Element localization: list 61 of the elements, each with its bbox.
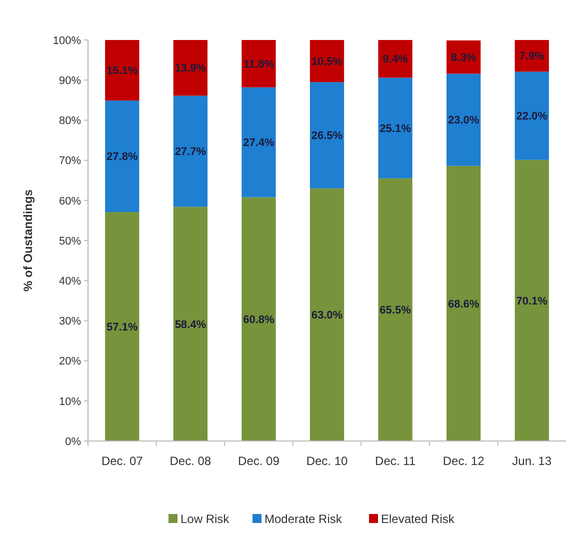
bar (378, 178, 412, 441)
x-tick-label: Jun. 13 (512, 454, 552, 468)
data-label: 27.4% (243, 137, 275, 150)
data-label: 60.8% (243, 314, 275, 326)
legend-label: Moderate Risk (264, 512, 343, 526)
x-tick-label: Dec. 10 (306, 454, 348, 468)
y-tick-label: 70% (58, 155, 82, 168)
bar (378, 40, 412, 78)
data-label: 10.5% (311, 56, 343, 68)
data-label: 11.8% (243, 58, 274, 71)
bar (173, 206, 208, 441)
data-label: 25.1% (380, 122, 412, 135)
bar (173, 96, 208, 207)
data-label: 13.9% (174, 62, 206, 75)
bar (378, 78, 412, 178)
data-label: 9.4% (382, 54, 408, 66)
bar (105, 100, 140, 212)
y-tick-label: 100% (52, 34, 82, 47)
data-label: 27.8% (106, 151, 138, 164)
data-label: 65.5% (380, 304, 412, 317)
data-label: 26.5% (311, 130, 343, 142)
y-tick-label: 10% (58, 396, 82, 408)
bar (173, 40, 208, 96)
y-tick-label: 90% (58, 74, 82, 87)
y-tick-label: 0% (65, 436, 82, 448)
legend-label: Elevated Risk (381, 512, 456, 526)
y-tick-label: 20% (58, 356, 82, 368)
data-label: 8.3% (451, 52, 476, 64)
bar (105, 212, 140, 441)
x-tick-label: Dec. 11 (375, 454, 416, 468)
y-axis-title: % of Oustandings (21, 189, 35, 292)
data-label: 23.0% (448, 114, 480, 127)
data-label: 58.4% (174, 318, 206, 331)
bar (242, 40, 276, 88)
y-tick-label: 50% (58, 235, 82, 248)
bar (514, 160, 549, 441)
x-tick-label: Dec. 09 (238, 454, 280, 468)
data-label: 70.1% (516, 295, 548, 308)
bar (446, 166, 481, 441)
y-tick-label: 30% (58, 316, 82, 328)
y-tick-label: 40% (58, 275, 82, 288)
x-tick-label: Dec. 12 (442, 454, 485, 468)
data-label: 57.1% (106, 321, 138, 334)
x-tick-label: Dec. 07 (101, 454, 144, 468)
bar (105, 40, 140, 101)
bar (242, 87, 276, 198)
bar (310, 82, 344, 188)
bar (446, 74, 481, 166)
data-label: 15.1% (106, 65, 138, 78)
data-label: 63.0% (311, 310, 343, 322)
y-tick-label: 60% (58, 195, 82, 208)
data-label: 27.7% (174, 146, 206, 158)
data-label: 7.9% (519, 50, 545, 63)
bar (514, 72, 549, 160)
data-label: 22.0% (516, 110, 548, 123)
legend-label: Low Risk (180, 512, 230, 526)
bar (242, 197, 276, 441)
y-tick-label: 80% (58, 115, 82, 128)
x-tick-label: Dec. 08 (170, 454, 212, 468)
bar (310, 188, 344, 441)
data-label: 68.6% (448, 298, 480, 310)
